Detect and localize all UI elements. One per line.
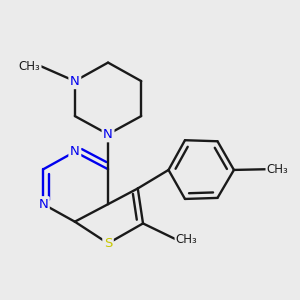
Text: N: N <box>38 198 48 211</box>
Text: CH₃: CH₃ <box>266 163 288 176</box>
Text: N: N <box>70 75 80 88</box>
Text: N: N <box>103 128 113 141</box>
Text: CH₃: CH₃ <box>176 233 197 246</box>
Text: N: N <box>70 145 80 158</box>
Text: S: S <box>104 237 112 250</box>
Text: CH₃: CH₃ <box>19 60 40 73</box>
